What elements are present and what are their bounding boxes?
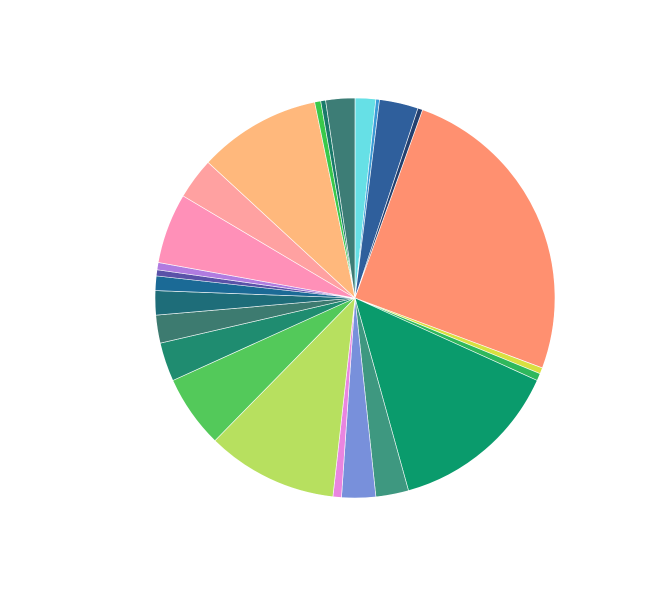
pie-slice-8 — [354, 297, 538, 492]
pie-slice-12 — [214, 297, 356, 498]
pie-slice-25 — [325, 97, 356, 299]
pie-slices — [154, 97, 556, 499]
pie-slice-22 — [207, 101, 356, 299]
pie-slice-5 — [354, 109, 556, 369]
